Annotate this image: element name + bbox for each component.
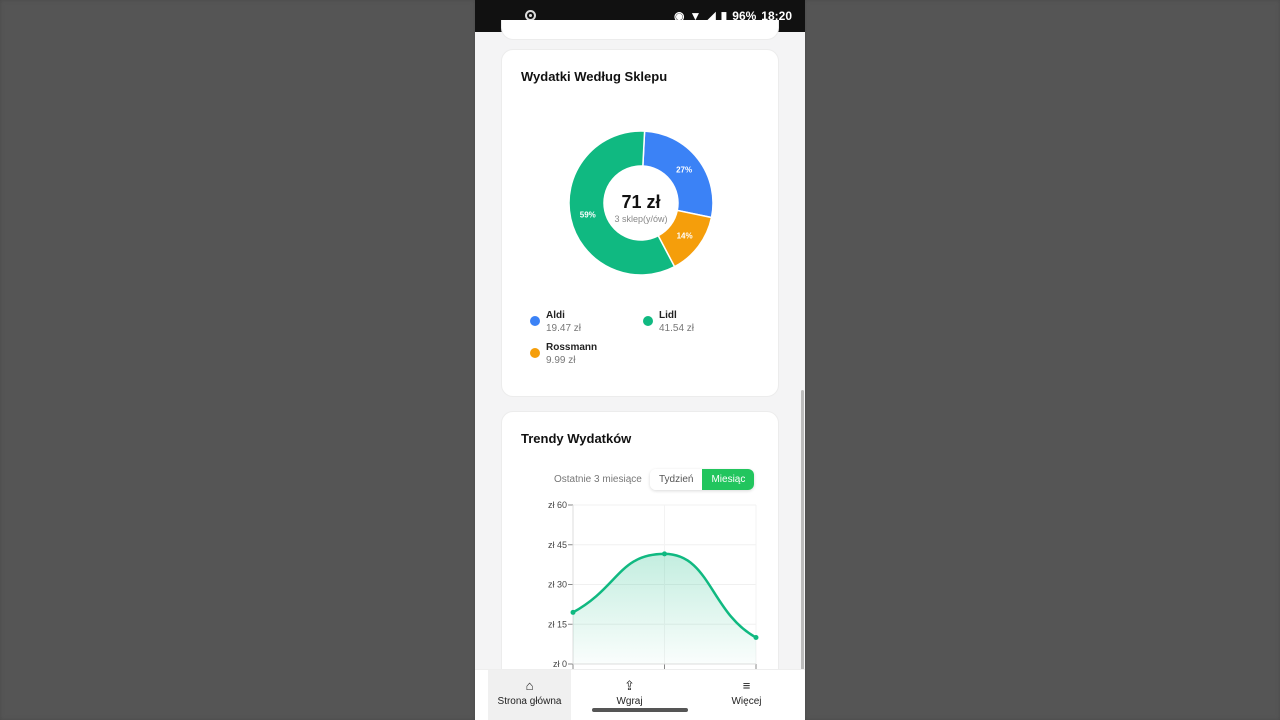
nav-more[interactable]: ≡ Więcej [688,670,805,720]
y-tick-label: zł 0 [553,659,567,669]
toggle-week-button[interactable]: Tydzień [650,469,703,490]
nav-label: Strona główna [497,696,562,707]
period-toggle: Tydzień Miesiąc [650,469,755,490]
nav-label: Wgraj [616,696,643,707]
slice-percent-label: 59% [580,211,596,220]
legend-name: Rossmann [546,342,598,353]
bottom-nav: ⌂ Strona główna ⇪ Wgraj ≡ Więcej [475,669,805,720]
signal-icon: ◢ [706,9,716,23]
phone-screen: ◉ ▼ ◢ ▮ 96% 18:20 Wydatki Według Sklepu … [475,0,805,720]
blurred-background-right [805,0,1280,720]
legend-name: Lidl [659,310,677,321]
donut-store-count: 3 sklep(y/ów) [614,214,668,224]
menu-icon: ≡ [742,678,751,693]
home-indicator[interactable] [592,708,688,712]
donut-slice-aldi[interactable] [642,130,714,219]
legend-dot [530,316,540,326]
slice-percent-label: 14% [677,232,693,241]
battery-level: 96% [732,9,757,23]
clock: 18:20 [761,9,792,23]
card-title: Wydatki Według Sklepu [521,69,668,84]
home-icon: ⌂ [525,678,534,693]
eye-icon: ◉ [674,9,685,23]
legend-value: 9.99 zł [546,355,576,366]
store-spending-card: Wydatki Według Sklepu 27% 14% 59% 71 zł 3 … [501,49,779,397]
y-tick-label: zł 45 [548,540,567,550]
donut-slice-lidl[interactable] [568,130,676,276]
legend-value: 19.47 zł [546,323,582,334]
upload-icon: ⇪ [624,678,635,693]
y-tick-label: zł 30 [548,580,567,590]
period-label: Ostatnie 3 miesiące [554,474,642,485]
battery-icon: ▮ [720,9,728,23]
donut-total: 71 zł [621,192,661,212]
data-point [753,635,759,641]
data-point [662,551,667,557]
spending-trends-card: Trendy Wydatków Ostatnie 3 miesiące Tydz… [501,411,779,711]
trend-line-chart: zł 0 zł 15 zł 30 zł 45 zł 60 [548,500,759,669]
nav-home[interactable]: ⌂ Strona główna [488,670,571,720]
card-title: Trendy Wydatków [521,431,632,446]
data-point [570,609,576,615]
blurred-background-left [0,0,475,720]
donut-chart[interactable]: 27% 14% 59% [502,120,780,290]
previous-card [501,20,779,40]
nav-label: Więcej [731,696,762,707]
wifi-icon: ▼ [689,9,702,23]
y-tick-label: zł 60 [548,500,567,510]
toggle-month-button[interactable]: Miesiąc [702,469,755,490]
legend-dot [530,348,540,358]
legend-value: 41.54 zł [659,323,695,334]
slice-percent-label: 27% [676,166,692,175]
legend-name: Aldi [546,310,565,321]
nav-upload[interactable]: ⇪ Wgraj [571,670,688,720]
area-fill [573,553,756,664]
y-tick-label: zł 15 [548,619,567,629]
scrollbar[interactable] [801,390,804,685]
legend-dot [643,316,653,326]
